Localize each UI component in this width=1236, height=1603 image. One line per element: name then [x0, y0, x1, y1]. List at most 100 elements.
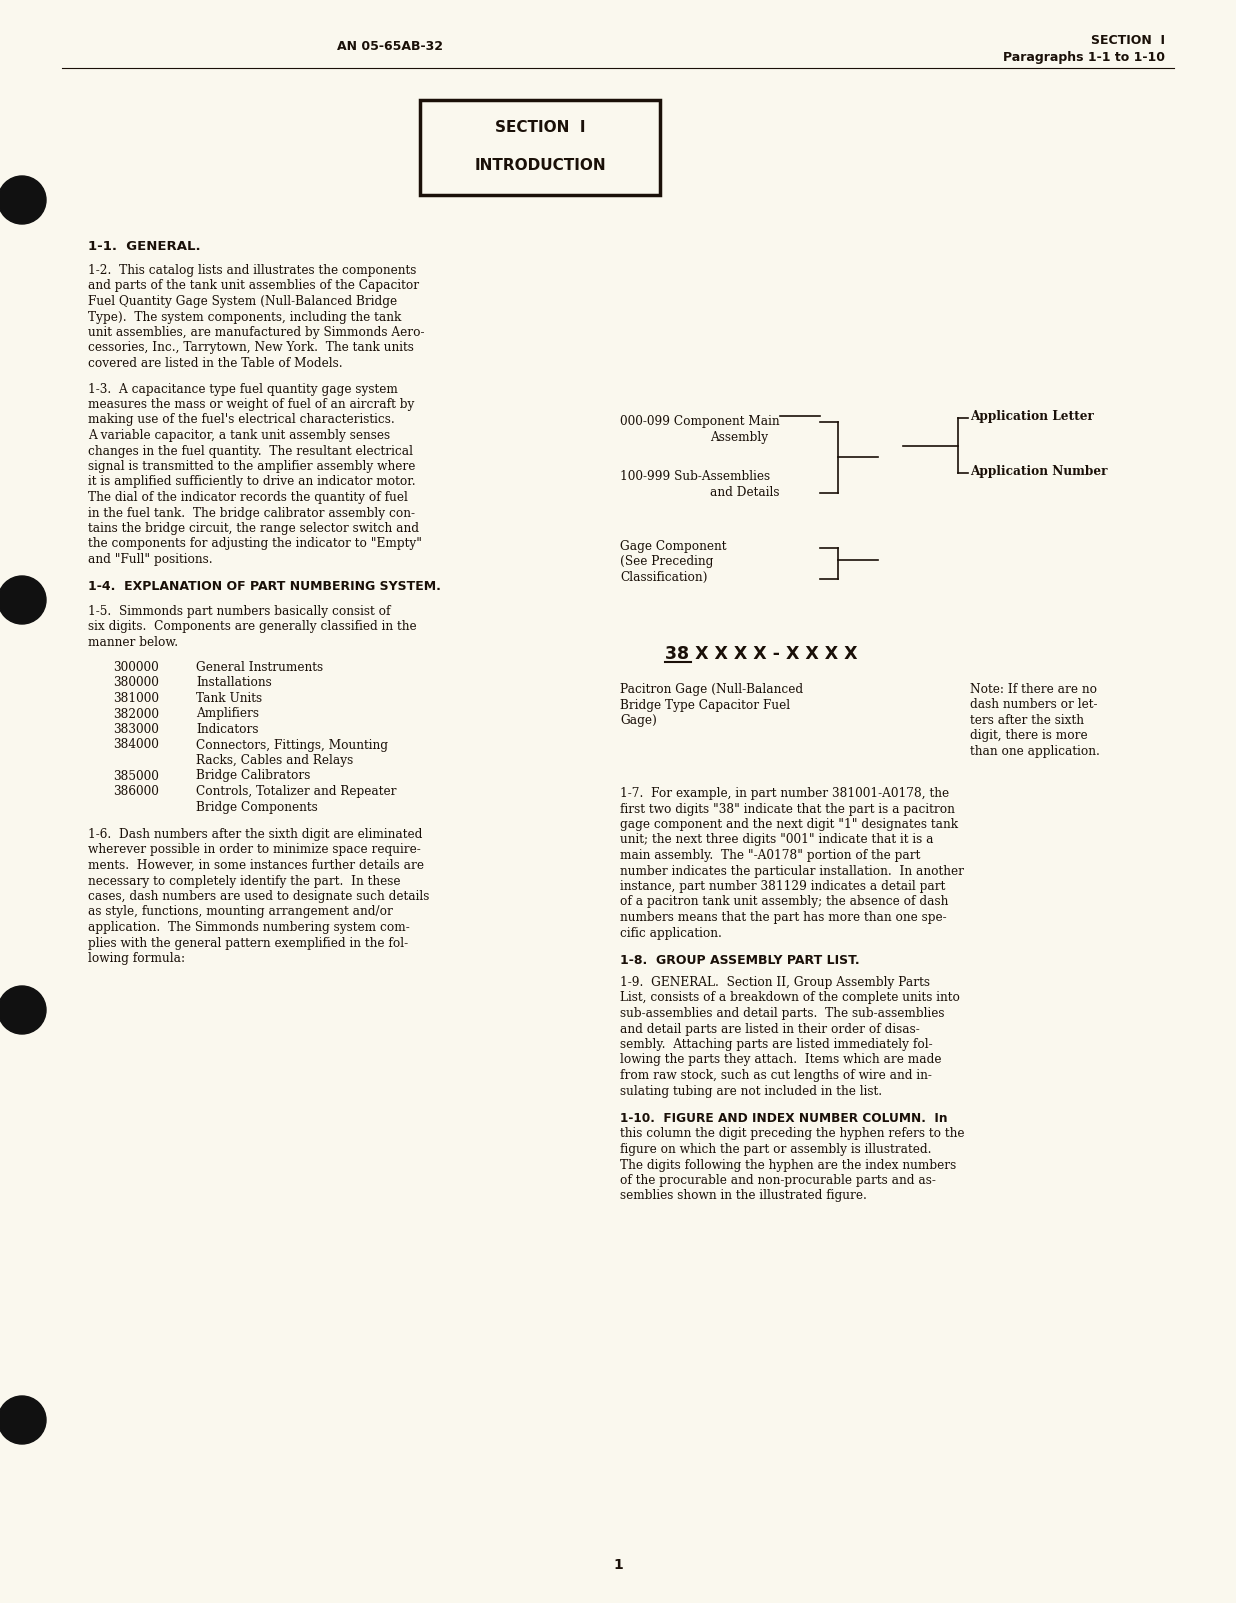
Text: 385000: 385000	[112, 769, 159, 782]
Text: cific application.: cific application.	[620, 927, 722, 939]
Text: first two digits "38" indicate that the part is a pacitron: first two digits "38" indicate that the …	[620, 803, 955, 816]
Text: SECTION  I: SECTION I	[494, 120, 586, 136]
Text: this column the digit preceding the hyphen refers to the: this column the digit preceding the hyph…	[620, 1127, 964, 1140]
Text: in the fuel tank.  The bridge calibrator assembly con-: in the fuel tank. The bridge calibrator …	[88, 507, 415, 519]
Text: of the procurable and non-procurable parts and as-: of the procurable and non-procurable par…	[620, 1173, 936, 1186]
Text: cessories, Inc., Tarrytown, New York.  The tank units: cessories, Inc., Tarrytown, New York. Th…	[88, 341, 414, 354]
Text: six digits.  Components are generally classified in the: six digits. Components are generally cla…	[88, 620, 417, 633]
Text: 382000: 382000	[112, 707, 159, 720]
Text: necessary to completely identify the part.  In these: necessary to completely identify the par…	[88, 875, 400, 888]
Circle shape	[0, 986, 46, 1034]
Text: gage component and the next digit "1" designates tank: gage component and the next digit "1" de…	[620, 818, 958, 830]
Text: Controls, Totalizer and Repeater: Controls, Totalizer and Repeater	[197, 785, 397, 798]
Text: 1: 1	[613, 1558, 623, 1573]
Text: ters after the sixth: ters after the sixth	[970, 713, 1084, 728]
Text: application.  The Simmonds numbering system com-: application. The Simmonds numbering syst…	[88, 922, 410, 935]
Text: 1-10.  FIGURE AND INDEX NUMBER COLUMN.  In: 1-10. FIGURE AND INDEX NUMBER COLUMN. In	[620, 1112, 948, 1125]
Text: of a pacitron tank unit assembly; the absence of dash: of a pacitron tank unit assembly; the ab…	[620, 896, 948, 909]
Text: 381000: 381000	[112, 692, 159, 705]
Text: dash numbers or let-: dash numbers or let-	[970, 699, 1098, 712]
Text: measures the mass or weight of fuel of an aircraft by: measures the mass or weight of fuel of a…	[88, 398, 414, 410]
Text: and detail parts are listed in their order of disas-: and detail parts are listed in their ord…	[620, 1023, 920, 1036]
Text: Indicators: Indicators	[197, 723, 258, 736]
Text: Type).  The system components, including the tank: Type). The system components, including …	[88, 311, 402, 324]
Text: Amplifiers: Amplifiers	[197, 707, 260, 720]
Text: unit assemblies, are manufactured by Simmonds Aero-: unit assemblies, are manufactured by Sim…	[88, 325, 424, 338]
Text: covered are listed in the Table of Models.: covered are listed in the Table of Model…	[88, 357, 342, 370]
Text: as style, functions, mounting arrangement and/or: as style, functions, mounting arrangemen…	[88, 906, 393, 919]
Text: and parts of the tank unit assemblies of the Capacitor: and parts of the tank unit assemblies of…	[88, 279, 419, 292]
Text: 1-1.  GENERAL.: 1-1. GENERAL.	[88, 240, 200, 253]
Text: instance, part number 381129 indicates a detail part: instance, part number 381129 indicates a…	[620, 880, 946, 893]
Text: cases, dash numbers are used to designate such details: cases, dash numbers are used to designat…	[88, 890, 429, 902]
Text: Gage): Gage)	[620, 713, 656, 728]
Text: ments.  However, in some instances further details are: ments. However, in some instances furthe…	[88, 859, 424, 872]
Text: sembly.  Attaching parts are listed immediately fol-: sembly. Attaching parts are listed immed…	[620, 1039, 933, 1052]
Text: changes in the fuel quantity.  The resultant electrical: changes in the fuel quantity. The result…	[88, 444, 413, 457]
Text: 380000: 380000	[112, 676, 159, 689]
Circle shape	[0, 176, 46, 224]
Text: sulating tubing are not included in the list.: sulating tubing are not included in the …	[620, 1085, 883, 1098]
Text: Installations: Installations	[197, 676, 272, 689]
Text: 100-999 Sub-Assemblies: 100-999 Sub-Assemblies	[620, 470, 770, 483]
Text: 1-9.  GENERAL.  Section II, Group Assembly Parts: 1-9. GENERAL. Section II, Group Assembly…	[620, 976, 929, 989]
Text: 1-2.  This catalog lists and illustrates the components: 1-2. This catalog lists and illustrates …	[88, 264, 417, 277]
Circle shape	[0, 1396, 46, 1444]
Text: and Details: and Details	[709, 486, 780, 499]
Text: 1-4.  EXPLANATION OF PART NUMBERING SYSTEM.: 1-4. EXPLANATION OF PART NUMBERING SYSTE…	[88, 580, 441, 593]
Text: semblies shown in the illustrated figure.: semblies shown in the illustrated figure…	[620, 1189, 866, 1202]
Text: The digits following the hyphen are the index numbers: The digits following the hyphen are the …	[620, 1159, 957, 1172]
Circle shape	[0, 575, 46, 624]
Text: 1-8.  GROUP ASSEMBLY PART LIST.: 1-8. GROUP ASSEMBLY PART LIST.	[620, 954, 859, 967]
Text: A variable capacitor, a tank unit assembly senses: A variable capacitor, a tank unit assemb…	[88, 430, 391, 442]
Text: Classification): Classification)	[620, 571, 707, 583]
Text: manner below.: manner below.	[88, 635, 178, 649]
Text: lowing formula:: lowing formula:	[88, 952, 185, 965]
Text: Note: If there are no: Note: If there are no	[970, 683, 1098, 696]
Text: 386000: 386000	[112, 785, 159, 798]
Text: 1-7.  For example, in part number 381001-A0178, the: 1-7. For example, in part number 381001-…	[620, 787, 949, 800]
Text: 384000: 384000	[112, 739, 159, 752]
Text: than one application.: than one application.	[970, 745, 1100, 758]
Text: Tank Units: Tank Units	[197, 692, 262, 705]
Text: Connectors, Fittings, Mounting: Connectors, Fittings, Mounting	[197, 739, 388, 752]
Text: Application Letter: Application Letter	[970, 410, 1094, 423]
Text: General Instruments: General Instruments	[197, 660, 323, 673]
Text: signal is transmitted to the amplifier assembly where: signal is transmitted to the amplifier a…	[88, 460, 415, 473]
Text: Paragraphs 1-1 to 1-10: Paragraphs 1-1 to 1-10	[1002, 51, 1166, 64]
Text: Bridge Components: Bridge Components	[197, 800, 318, 813]
Text: 383000: 383000	[112, 723, 159, 736]
Text: List, consists of a breakdown of the complete units into: List, consists of a breakdown of the com…	[620, 992, 960, 1005]
Text: plies with the general pattern exemplified in the fol-: plies with the general pattern exemplifi…	[88, 936, 408, 949]
Text: 1-6.  Dash numbers after the sixth digit are eliminated: 1-6. Dash numbers after the sixth digit …	[88, 829, 423, 842]
Text: 1-3.  A capacitance type fuel quantity gage system: 1-3. A capacitance type fuel quantity ga…	[88, 383, 398, 396]
Text: main assembly.  The "-A0178" portion of the part: main assembly. The "-A0178" portion of t…	[620, 850, 921, 862]
Text: 300000: 300000	[112, 660, 158, 673]
Text: number indicates the particular installation.  In another: number indicates the particular installa…	[620, 864, 964, 877]
Text: sub-assemblies and detail parts.  The sub-assemblies: sub-assemblies and detail parts. The sub…	[620, 1007, 944, 1020]
Text: SECTION  I: SECTION I	[1091, 34, 1166, 46]
Text: and "Full" positions.: and "Full" positions.	[88, 553, 213, 566]
Text: Bridge Type Capacitor Fuel: Bridge Type Capacitor Fuel	[620, 699, 790, 712]
Text: 000-099 Component Main: 000-099 Component Main	[620, 415, 780, 428]
Text: digit, there is more: digit, there is more	[970, 729, 1088, 742]
Text: Bridge Calibrators: Bridge Calibrators	[197, 769, 310, 782]
Text: unit; the next three digits "001" indicate that it is a: unit; the next three digits "001" indica…	[620, 834, 933, 846]
Bar	[420, 99, 660, 196]
Text: Racks, Cables and Relays: Racks, Cables and Relays	[197, 753, 353, 766]
Text: INTRODUCTION: INTRODUCTION	[475, 157, 606, 173]
Text: Fuel Quantity Gage System (Null-Balanced Bridge: Fuel Quantity Gage System (Null-Balanced…	[88, 295, 397, 308]
Text: AN 05-65AB-32: AN 05-65AB-32	[337, 40, 442, 53]
Text: wherever possible in order to minimize space require-: wherever possible in order to minimize s…	[88, 843, 420, 856]
Text: making use of the fuel's electrical characteristics.: making use of the fuel's electrical char…	[88, 414, 394, 426]
Text: tains the bridge circuit, the range selector switch and: tains the bridge circuit, the range sele…	[88, 523, 419, 535]
Text: The dial of the indicator records the quantity of fuel: The dial of the indicator records the qu…	[88, 491, 408, 503]
Text: from raw stock, such as cut lengths of wire and in-: from raw stock, such as cut lengths of w…	[620, 1069, 932, 1082]
Text: it is amplified sufficiently to drive an indicator motor.: it is amplified sufficiently to drive an…	[88, 476, 415, 489]
Text: 1-5.  Simmonds part numbers basically consist of: 1-5. Simmonds part numbers basically con…	[88, 604, 391, 617]
Text: 38 X X X X - X X X X: 38 X X X X - X X X X	[665, 644, 858, 664]
Text: Pacitron Gage (Null-Balanced: Pacitron Gage (Null-Balanced	[620, 683, 803, 696]
Text: figure on which the part or assembly is illustrated.: figure on which the part or assembly is …	[620, 1143, 932, 1156]
Text: the components for adjusting the indicator to "Empty": the components for adjusting the indicat…	[88, 537, 421, 550]
Text: Application Number: Application Number	[970, 465, 1107, 478]
